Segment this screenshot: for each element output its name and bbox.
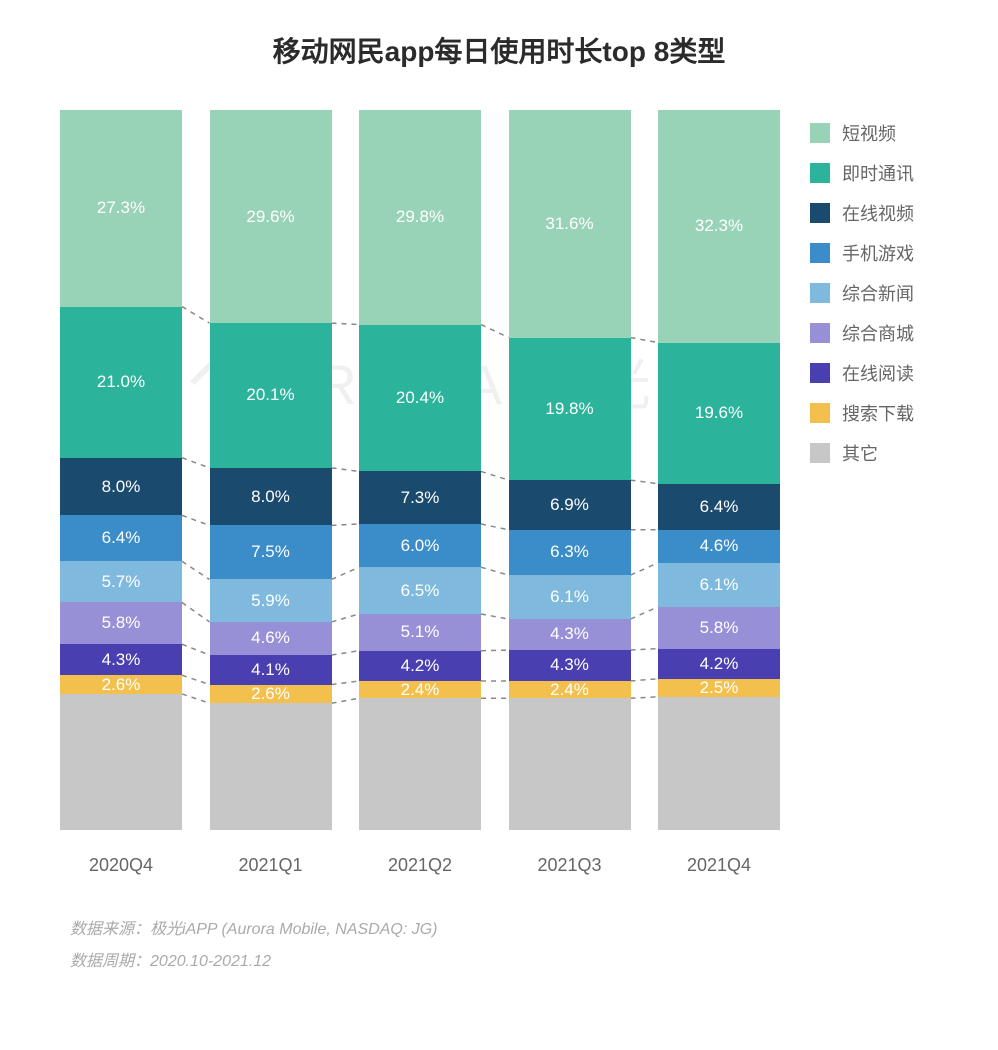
bar-column: 29.8%20.4%7.3%6.0%6.5%5.1%4.2%2.4% [359,110,481,830]
bar-segment-search_dl: 2.4% [359,681,481,698]
bar-segment-mobile_game: 4.6% [658,530,780,563]
bar-segment-short_video: 27.3% [60,110,182,307]
footer-source: 数据来源：极光iAPP (Aurora Mobile, NASDAQ: JG) [70,915,978,939]
bar-segment-other [210,703,332,830]
footer-period: 数据周期：2020.10-2021.12 [70,947,978,971]
bar-segment-im: 20.1% [210,323,332,468]
legend-swatch [810,283,830,303]
bar-segment-news: 6.1% [658,563,780,607]
legend-item: 在线阅读 [810,360,914,386]
legend-label: 短视频 [842,120,896,146]
bar-segment-online_video: 6.9% [509,480,631,530]
bar-segment-news: 6.5% [359,567,481,614]
bar-segment-other [658,697,780,830]
legend-swatch [810,403,830,423]
bar-segment-online_video: 8.0% [60,458,182,516]
bar-column: 29.6%20.1%8.0%7.5%5.9%4.6%4.1%2.6% [210,110,332,830]
footer-period-text: 2020.10-2021.12 [150,953,271,970]
bar-segment-online_video: 8.0% [210,468,332,526]
legend-item: 其它 [810,440,914,466]
bar-column: 32.3%19.6%6.4%4.6%6.1%5.8%4.2%2.5% [658,110,780,830]
bar-segment-mobile_game: 6.4% [60,515,182,561]
bar-segment-short_video: 29.8% [359,110,481,325]
footer-source-text: 极光iAPP (Aurora Mobile, NASDAQ: JG) [150,921,437,938]
bar-segment-news: 5.9% [210,579,332,621]
bar-segment-im: 20.4% [359,325,481,472]
bar-segment-reading: 4.3% [60,644,182,675]
bar-segment-ecommerce: 5.1% [359,614,481,651]
bar-segment-other [60,694,182,830]
legend-label: 即时通讯 [842,160,914,186]
bar-segment-online_video: 7.3% [359,471,481,524]
legend-swatch [810,363,830,383]
legend-item: 手机游戏 [810,240,914,266]
legend-item: 综合商城 [810,320,914,346]
bar-segment-mobile_game: 7.5% [210,525,332,579]
bar-column: 31.6%19.8%6.9%6.3%6.1%4.3%4.3%2.4% [509,110,631,830]
legend-label: 手机游戏 [842,240,914,266]
bar-segment-news: 6.1% [509,575,631,619]
legend-swatch [810,243,830,263]
legend-item: 搜索下载 [810,400,914,426]
legend-item: 短视频 [810,120,914,146]
bar-segment-ecommerce: 4.6% [210,622,332,655]
legend-swatch [810,203,830,223]
bar-segment-reading: 4.2% [359,651,481,681]
bar-segment-reading: 4.1% [210,655,332,685]
x-axis-label: 2021Q2 [359,855,481,876]
bar-segment-ecommerce: 5.8% [658,607,780,649]
bar-segment-search_dl: 2.5% [658,679,780,697]
legend-label: 搜索下载 [842,400,914,426]
bar-segment-im: 19.6% [658,343,780,484]
x-axis-label: 2021Q4 [658,855,780,876]
chart-wrapper: 27.3%21.0%8.0%6.4%5.7%5.8%4.3%2.6%29.6%2… [60,110,978,870]
legend-label: 在线视频 [842,200,914,226]
x-axis-label: 2020Q4 [60,855,182,876]
chart-title: 移动网民app每日使用时长top 8类型 [20,30,978,70]
bar-segment-other [509,698,631,830]
legend-item: 即时通讯 [810,160,914,186]
footer-period-prefix: 数据周期： [70,953,150,970]
chart-footer: 数据来源：极光iAPP (Aurora Mobile, NASDAQ: JG) … [70,915,978,971]
legend: 短视频即时通讯在线视频手机游戏综合新闻综合商城在线阅读搜索下载其它 [810,120,914,480]
x-axis-label: 2021Q1 [210,855,332,876]
bar-segment-ecommerce: 5.8% [60,602,182,644]
bar-segment-online_video: 6.4% [658,484,780,530]
bar-segment-mobile_game: 6.0% [359,524,481,567]
legend-item: 综合新闻 [810,280,914,306]
bar-segment-im: 21.0% [60,307,182,458]
legend-swatch [810,163,830,183]
bar-segment-im: 19.8% [509,338,631,481]
chart-area: 27.3%21.0%8.0%6.4%5.7%5.8%4.3%2.6%29.6%2… [60,110,780,870]
bar-segment-reading: 4.3% [509,650,631,681]
bar-column: 27.3%21.0%8.0%6.4%5.7%5.8%4.3%2.6% [60,110,182,830]
bar-segment-search_dl: 2.6% [60,675,182,694]
bar-segment-other [359,698,481,830]
legend-swatch [810,123,830,143]
bar-segment-ecommerce: 4.3% [509,619,631,650]
legend-swatch [810,443,830,463]
x-axis-label: 2021Q3 [509,855,631,876]
bar-segment-search_dl: 2.4% [509,681,631,698]
legend-label: 在线阅读 [842,360,914,386]
bar-segment-search_dl: 2.6% [210,685,332,704]
bar-segment-mobile_game: 6.3% [509,530,631,575]
bar-segment-short_video: 32.3% [658,110,780,343]
bar-segment-news: 5.7% [60,561,182,602]
bars-row: 27.3%21.0%8.0%6.4%5.7%5.8%4.3%2.6%29.6%2… [60,110,780,830]
footer-source-prefix: 数据来源： [70,921,150,938]
legend-label: 综合商城 [842,320,914,346]
x-axis: 2020Q4 2021Q1 2021Q2 2021Q3 2021Q4 [60,855,780,876]
bar-segment-short_video: 29.6% [210,110,332,323]
bar-segment-reading: 4.2% [658,649,780,679]
legend-label: 其它 [842,440,878,466]
bar-segment-short_video: 31.6% [509,110,631,338]
legend-item: 在线视频 [810,200,914,226]
legend-label: 综合新闻 [842,280,914,306]
legend-swatch [810,323,830,343]
